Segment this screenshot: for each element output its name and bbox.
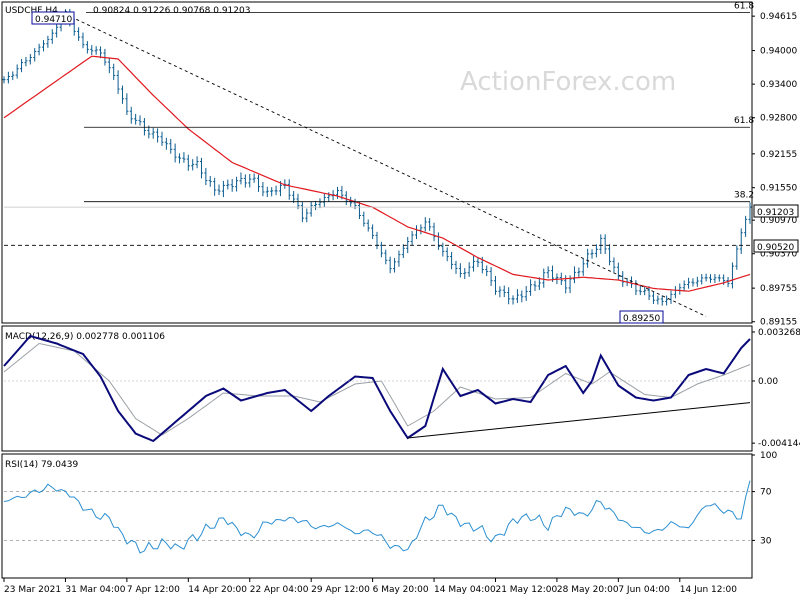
price-panel-title: USDCHF,H4: [5, 6, 58, 16]
price-y-tick-label: 0.90970: [760, 216, 797, 226]
price-y-tick-label: 0.93400: [760, 80, 797, 90]
x-axis-tick-label: 29 Apr 12:00: [311, 585, 370, 595]
fib-level-label: 61.8: [734, 116, 754, 126]
ohlc-header: 0.90824 0.91226 0.90768 0.91203: [93, 6, 250, 16]
price-panel-frame: [1, 1, 753, 324]
support-box-label: 0.90520: [757, 243, 794, 253]
fib-level-label: 38.2: [734, 191, 754, 201]
price-y-tick-label: 0.89755: [760, 284, 797, 294]
current-price-label: 0.91203: [757, 208, 794, 218]
x-axis-tick-label: 7 Apr 12:00: [127, 585, 180, 595]
x-axis-tick-label: 22 Apr 04:00: [250, 585, 309, 595]
macd-panel-title: MACD(12,26,9) 0.002778 0.001106: [5, 332, 165, 342]
rsi-panel-frame: [1, 453, 753, 579]
price-y-tick-label: 0.92800: [760, 114, 797, 124]
macd-y-tick-label: 0.00: [758, 377, 778, 387]
macd-y-tick-label: 0.003268: [758, 328, 800, 338]
watermark-text: ActionForex.com: [460, 67, 676, 97]
fib-level-label: 61.8: [734, 2, 754, 12]
current-price-box: 0.91203: [753, 204, 799, 218]
price-y-tick-label: 0.90370: [760, 250, 797, 260]
x-axis-tick-label: 21 May 12:00: [495, 585, 557, 595]
rsi-y-tick-label: 70: [760, 488, 772, 498]
price-y-tick-label: 0.94615: [760, 12, 797, 22]
macd-panel-frame: [1, 325, 753, 452]
macd-line: [3, 334, 751, 443]
x-axis-tick-label: 23 Mar 2021: [4, 585, 61, 595]
x-axis-tick-label: 14 Jun 12:00: [680, 585, 737, 595]
axis-layer: 0.94615 0.94000 0.93400 0.92800 0.92155 0.915…: [3, 12, 800, 595]
x-axis-tick-label: 6 May 20:00: [373, 585, 429, 595]
support-price-box: 0.90520: [753, 239, 799, 253]
price-y-tick-label: 0.89155: [760, 318, 797, 328]
rsi-layer: [3, 480, 751, 554]
macd-y-tick-label: -0.004144: [758, 439, 800, 449]
high-box-label: 0.94710: [35, 15, 72, 25]
price-y-tick-label: 0.94000: [760, 47, 797, 57]
low-box-label: 0.89250: [623, 314, 660, 324]
price-layer: 61.8 61.8 38.2: [2, 2, 754, 318]
x-axis-tick-label: 14 Apr 20:00: [188, 585, 247, 595]
moving-average-line: [3, 55, 751, 292]
macd-trendline: [407, 402, 751, 439]
price-y-tick-label: 0.91550: [760, 184, 797, 194]
price-y-tick-label: 0.92155: [760, 150, 797, 160]
rsi-panel-title: RSI(14) 79.0439: [5, 460, 78, 470]
rsi-y-tick-label: 30: [760, 536, 772, 546]
x-axis-tick-label: 7 Jun 04:00: [618, 585, 670, 595]
x-axis-tick-label: 14 May 04:00: [434, 585, 496, 595]
low-marker: 0.89250: [619, 310, 664, 324]
descending-trendline: [65, 13, 707, 317]
high-marker: 0.94710: [31, 11, 75, 25]
x-axis-tick-label: 28 May 20:00: [557, 585, 619, 595]
rsi-line: [3, 480, 751, 554]
rsi-y-tick-label: 100: [760, 451, 777, 461]
macd-layer: [3, 334, 751, 443]
macd-signal-line: [3, 342, 751, 436]
x-axis-tick-label: 31 Mar 04:00: [65, 585, 125, 595]
